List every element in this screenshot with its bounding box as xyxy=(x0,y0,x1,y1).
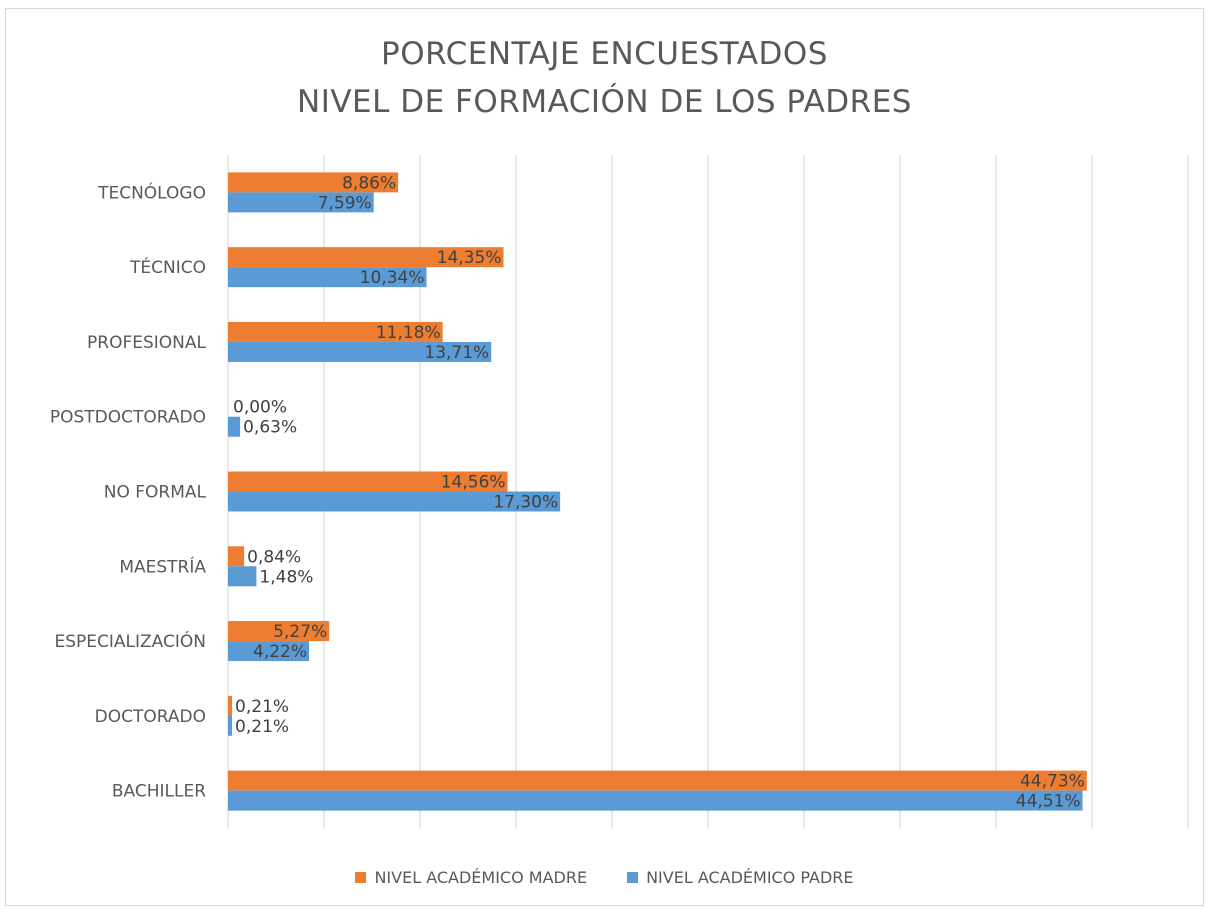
category-label: BACHILLER xyxy=(112,782,206,802)
data-label-padre: 44,51% xyxy=(1016,792,1081,812)
bar-padre xyxy=(228,491,561,512)
data-label-padre: 0,63% xyxy=(243,418,297,438)
data-label-madre: 11,18% xyxy=(376,323,441,343)
legend-label-madre: NIVEL ACADÉMICO MADRE xyxy=(374,868,588,887)
bar-padre xyxy=(228,341,492,362)
data-label-madre: 14,56% xyxy=(441,473,506,493)
bar-padre xyxy=(228,715,233,736)
bar-padre xyxy=(228,641,310,662)
bar-madre xyxy=(228,770,1087,791)
data-label-madre: 0,84% xyxy=(247,547,301,567)
bar-padre xyxy=(228,566,257,587)
bar-padre xyxy=(228,192,374,213)
data-label-padre: 17,30% xyxy=(493,493,558,513)
legend-label-padre: NIVEL ACADÉMICO PADRE xyxy=(646,868,854,887)
chart-frame xyxy=(5,8,1204,906)
category-label: NO FORMAL xyxy=(104,483,207,503)
data-label-padre: 10,34% xyxy=(360,268,425,288)
bar-padre xyxy=(228,416,241,437)
legend-item-madre: NIVEL ACADÉMICO MADRE xyxy=(355,868,587,887)
data-label-madre: 14,35% xyxy=(437,248,502,268)
bar-padre xyxy=(228,267,427,288)
category-label: POSTDOCTORADO xyxy=(50,408,206,428)
data-label-madre: 5,27% xyxy=(273,622,327,642)
data-label-madre: 0,21% xyxy=(235,697,289,717)
bar-madre xyxy=(228,471,508,492)
category-label: TECNÓLOGO xyxy=(97,181,206,203)
chart-title-line-1: PORCENTAJE ENCUESTADOS xyxy=(381,36,828,72)
bar-madre xyxy=(228,621,330,642)
category-label: ESPECIALIZACIÓN xyxy=(55,630,206,652)
data-label-padre: 7,59% xyxy=(318,193,372,213)
data-label-padre: 13,71% xyxy=(424,343,489,363)
bar-madre xyxy=(228,172,399,193)
bar-padre xyxy=(228,790,1083,811)
legend-item-padre: NIVEL ACADÉMICO PADRE xyxy=(627,868,854,887)
data-label-padre: 1,48% xyxy=(259,567,313,587)
category-label: TÉCNICO xyxy=(129,256,206,278)
category-label: DOCTORADO xyxy=(95,707,206,727)
bar-madre xyxy=(228,695,233,716)
data-label-padre: 4,22% xyxy=(253,642,307,662)
bar-madre xyxy=(228,321,443,342)
bar-madre xyxy=(228,247,504,268)
chart-title-line-2: NIVEL DE FORMACIÓN DE LOS PADRES xyxy=(297,84,912,120)
category-label: PROFESIONAL xyxy=(87,333,206,353)
data-label-madre: 8,86% xyxy=(342,173,396,193)
category-label: MAESTRÍA xyxy=(119,555,206,577)
legend-swatch-madre xyxy=(355,872,367,883)
data-label-padre: 0,21% xyxy=(235,717,289,737)
data-label-madre: 0,00% xyxy=(233,398,287,418)
legend-swatch-padre xyxy=(627,872,639,883)
bar-madre xyxy=(228,546,245,567)
chart-legend: NIVEL ACADÉMICO MADRE NIVEL ACADÉMICO PA… xyxy=(0,868,1209,887)
data-label-madre: 44,73% xyxy=(1020,772,1085,792)
